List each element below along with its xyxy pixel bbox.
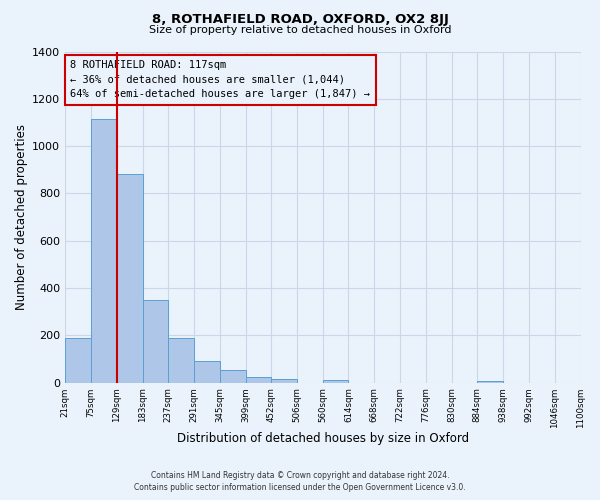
- Y-axis label: Number of detached properties: Number of detached properties: [15, 124, 28, 310]
- Bar: [194, 360, 220, 382]
- Bar: [245, 378, 271, 382]
- Bar: [91, 119, 117, 382]
- Bar: [478, 380, 503, 382]
- Bar: [169, 338, 194, 382]
- X-axis label: Distribution of detached houses by size in Oxford: Distribution of detached houses by size …: [177, 432, 469, 445]
- Bar: [117, 174, 143, 382]
- Bar: [65, 338, 91, 382]
- Text: 8 ROTHAFIELD ROAD: 117sqm
← 36% of detached houses are smaller (1,044)
64% of se: 8 ROTHAFIELD ROAD: 117sqm ← 36% of detac…: [70, 60, 370, 100]
- Text: Size of property relative to detached houses in Oxford: Size of property relative to detached ho…: [149, 25, 451, 35]
- Text: 8, ROTHAFIELD ROAD, OXFORD, OX2 8JJ: 8, ROTHAFIELD ROAD, OXFORD, OX2 8JJ: [152, 12, 448, 26]
- Bar: [323, 380, 349, 382]
- Bar: [220, 370, 245, 382]
- Text: Contains HM Land Registry data © Crown copyright and database right 2024.
Contai: Contains HM Land Registry data © Crown c…: [134, 471, 466, 492]
- Bar: [271, 378, 297, 382]
- Bar: [143, 300, 169, 382]
